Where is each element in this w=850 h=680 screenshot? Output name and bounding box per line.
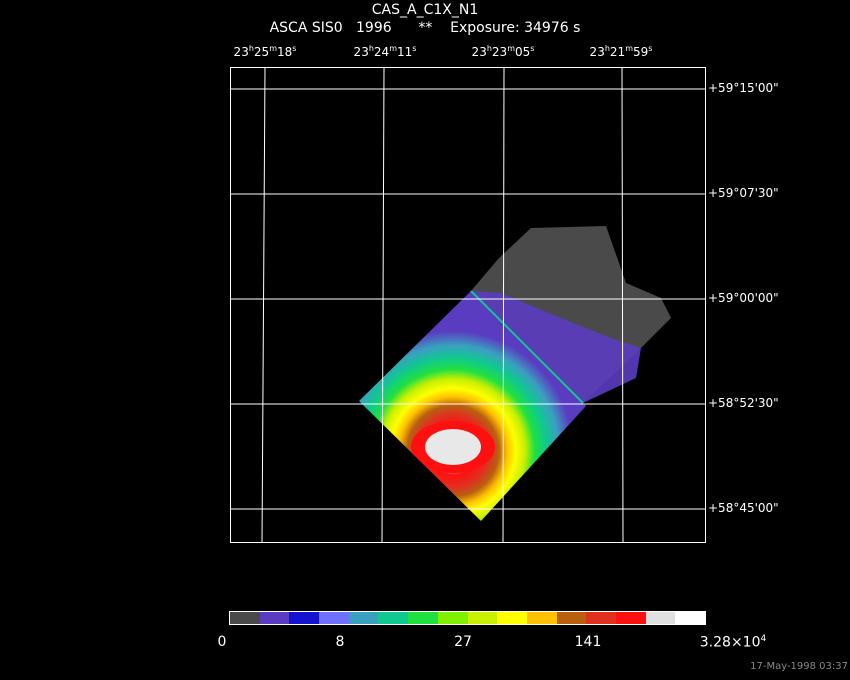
colorbar-label: 27 bbox=[454, 634, 472, 650]
chip-region-upper-blue bbox=[471, 291, 641, 403]
colorbar-swatch bbox=[615, 612, 646, 624]
colorbar-label: 3.28×104 bbox=[699, 634, 767, 651]
image-title: CAS_A_C1X_N1 bbox=[371, 2, 479, 18]
colorbar-swatch bbox=[645, 612, 676, 624]
colorbar-label: 8 bbox=[335, 634, 345, 650]
colorbar-swatch bbox=[259, 612, 290, 624]
dec-label: +59°07'30" bbox=[708, 186, 779, 200]
colorbar-swatch bbox=[675, 612, 705, 624]
colorbar-swatch bbox=[378, 612, 409, 624]
chip-gap-line bbox=[470, 290, 584, 404]
colorbar-swatch bbox=[497, 612, 527, 624]
ra-label: 23h23m05s bbox=[471, 44, 535, 59]
timestamp: 17-May-1998 03:37 bbox=[750, 661, 848, 672]
dec-label: +59°15'00" bbox=[708, 81, 779, 95]
ra-label: 23h21m59s bbox=[589, 44, 653, 59]
dec-label: +58°45'00" bbox=[708, 501, 779, 515]
colorbar-label: 0 bbox=[217, 634, 227, 650]
colorbar-swatch bbox=[348, 612, 379, 624]
image-subtitle: ASCA SIS0 1996 ** Exposure: 34976 s bbox=[269, 20, 581, 36]
colorbar-swatch bbox=[556, 612, 587, 624]
coordinate-grid bbox=[231, 68, 705, 542]
colorbar-swatch bbox=[526, 612, 557, 624]
colorbar-swatch bbox=[289, 612, 320, 624]
colorbar-swatch bbox=[230, 612, 260, 624]
colorbar bbox=[229, 611, 706, 625]
xray-image bbox=[231, 68, 705, 542]
colorbar-swatch bbox=[319, 612, 349, 624]
colorbar-swatch bbox=[437, 612, 468, 624]
ra-label: 23h24m11s bbox=[353, 44, 417, 59]
chip-region-lower bbox=[359, 291, 586, 521]
colorbar-swatch bbox=[408, 612, 438, 624]
ra-label: 23h25m18s bbox=[233, 44, 297, 59]
sky-image-panel bbox=[230, 67, 706, 543]
colorbar-label: 141 bbox=[574, 634, 602, 650]
dec-label: +59°00'00" bbox=[708, 291, 779, 305]
colorbar-swatch bbox=[586, 612, 616, 624]
colorbar-swatch bbox=[467, 612, 498, 624]
source-core bbox=[425, 429, 481, 465]
dec-label: +58°52'30" bbox=[708, 396, 779, 410]
